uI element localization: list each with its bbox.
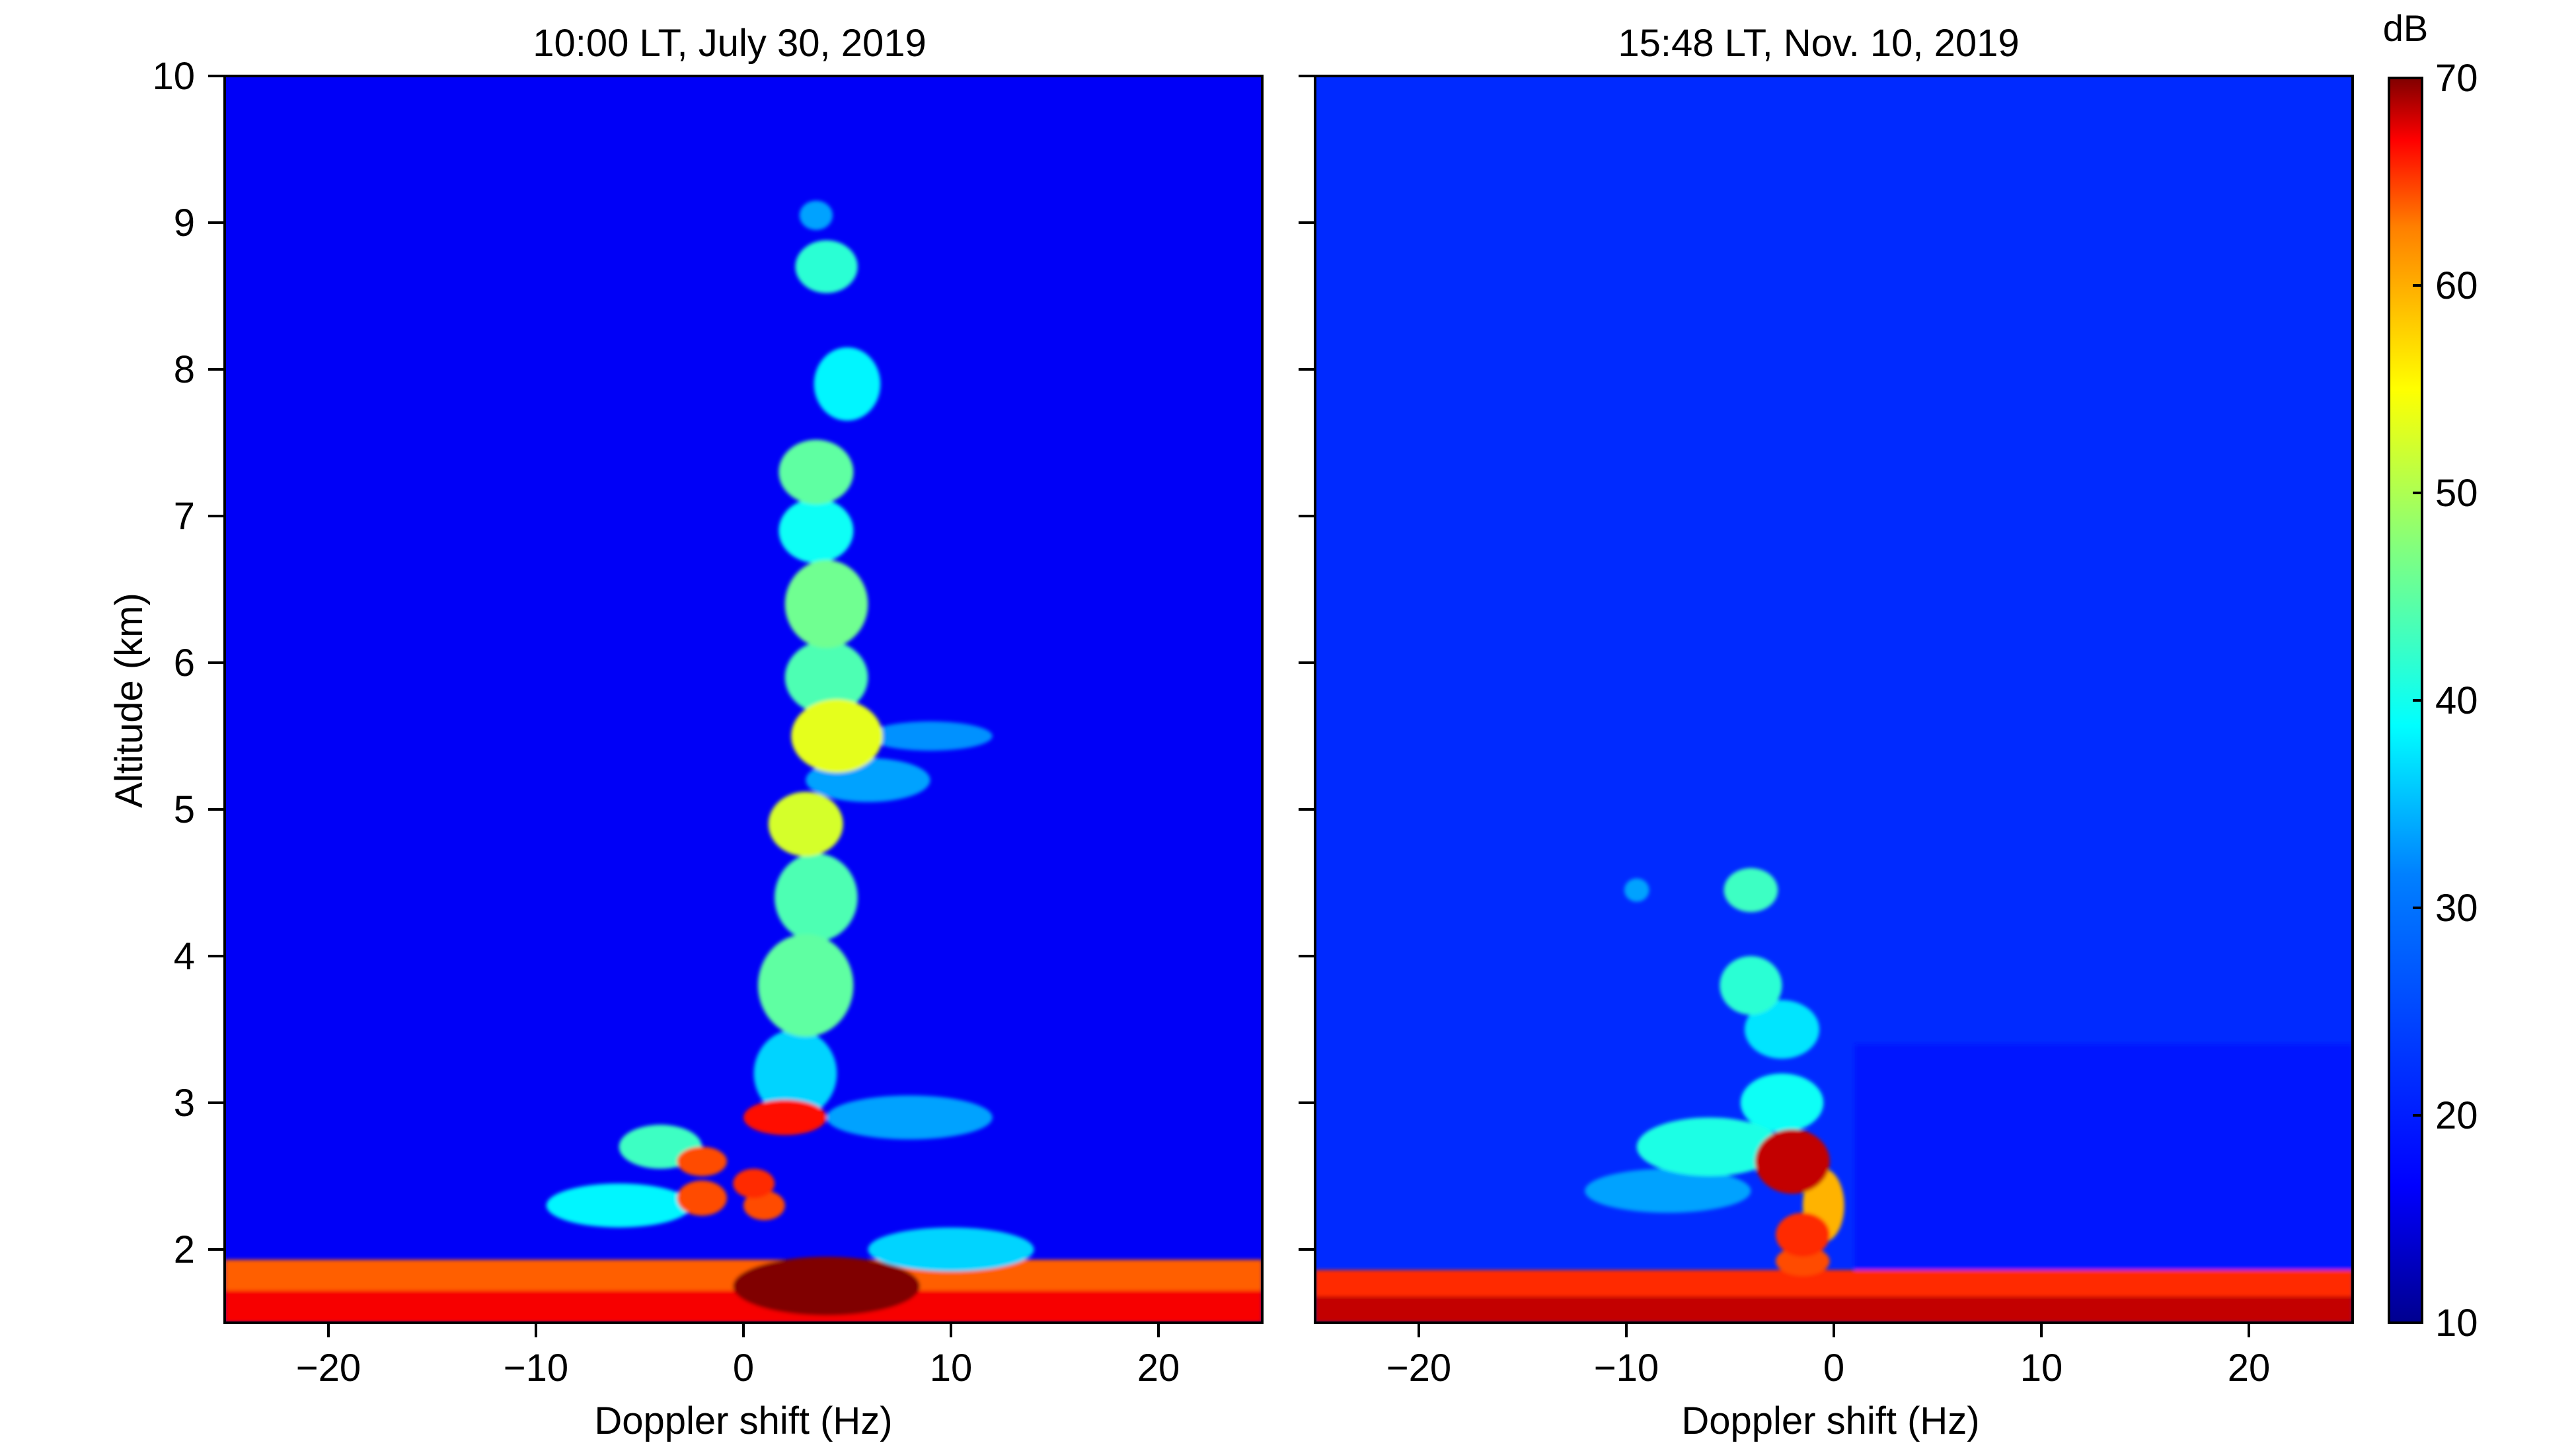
colorbar: dB 10 20 30 40 50 60 70	[2383, 7, 2478, 1345]
colorbar-tick-label: 60	[2435, 264, 2478, 307]
y-tick-label: 7	[174, 495, 195, 538]
heatmap-left-feature-10	[743, 1099, 827, 1135]
heatmap-left-feature-24	[795, 240, 858, 293]
colorbar-ticks: 10 20 30 40 50 60 70	[2413, 57, 2478, 1345]
heatmap-right-feature-7	[1636, 1117, 1782, 1176]
x-tick-label-right: 0	[1823, 1347, 1844, 1390]
axes-left: −20 −10 0 10 20 2 3 4 5 6 7 8 9 10	[152, 55, 1180, 1390]
heatmap-left-feature-23	[814, 347, 881, 421]
heatmap-right-feature-3	[1755, 1129, 1830, 1194]
y-tick-label: 2	[174, 1228, 195, 1271]
x-tick-label-left: 20	[1137, 1347, 1180, 1390]
y-tick-label: 3	[174, 1082, 195, 1125]
panel-left-title: 10:00 LT, July 30, 2019	[533, 22, 926, 65]
heatmap-left	[225, 76, 1262, 1323]
heatmap-right-feature-13	[1624, 878, 1649, 902]
x-tick-label-left: −20	[296, 1347, 361, 1390]
heatmap-left-feature-2	[733, 1257, 920, 1316]
panel-right-title: 15:48 LT, Nov. 10, 2019	[1618, 22, 2019, 65]
heatmap-right-feature-11	[1720, 956, 1782, 1015]
heatmap-right-feature-12	[1724, 868, 1778, 912]
heatmap-left-feature-22	[778, 439, 854, 505]
heatmap-left-feature-13	[757, 934, 854, 1037]
axes-right: −20 −10 0 10 20	[1299, 75, 2271, 1390]
heatmap-left-feature-21	[778, 498, 854, 564]
heatmap-right-feature-8	[1585, 1168, 1751, 1213]
heatmap-left-feature-6	[677, 1180, 727, 1216]
heatmap-left-feature-8	[546, 1183, 692, 1228]
x-tick-label-right: −10	[1594, 1347, 1659, 1390]
panel-right: 15:48 LT, Nov. 10, 2019 −20 −10 0 10 20 Dopp…	[1299, 22, 2354, 1442]
colorbar-tick-label: 40	[2435, 679, 2478, 722]
heatmap-right-feature-4	[1776, 1212, 1830, 1257]
heatmap-right-feature-9	[1740, 1073, 1824, 1133]
heatmap-left-background	[225, 76, 1262, 1323]
heatmap-left-feature-18	[868, 721, 993, 751]
heatmap-left-feature-15	[768, 792, 843, 857]
colorbar-tick-label: 20	[2435, 1094, 2478, 1137]
y-tick-label: 8	[174, 348, 195, 391]
x-axis-label-left: Doppler shift (Hz)	[594, 1399, 892, 1442]
colorbar-tick-label: 10	[2435, 1302, 2478, 1345]
colorbar-tick-label: 70	[2435, 57, 2478, 100]
heatmap-left-feature-19	[784, 640, 868, 714]
heatmap-left-feature-5	[733, 1168, 775, 1199]
colorbar-tick-label: 30	[2435, 887, 2478, 930]
x-axis-label-right: Doppler shift (Hz)	[1681, 1399, 1979, 1442]
x-tick-label-right: 20	[2228, 1347, 2271, 1390]
heatmap-left-feature-14	[775, 853, 858, 942]
y-tick-label: 10	[152, 55, 195, 98]
colorbar-unit-label: dB	[2383, 7, 2429, 49]
panel-left: 10:00 LT, July 30, 2019 −20 −10 0 10 20 2 3 4 5 6…	[108, 22, 1264, 1442]
heatmap-left-feature-4	[743, 1191, 785, 1220]
heatmap-left-feature-25	[799, 200, 833, 231]
x-tick-label-left: −10	[504, 1347, 568, 1390]
heatmap-left-feature-20	[784, 560, 868, 648]
heatmap-left-feature-11	[826, 1095, 993, 1140]
heatmap-left-feature-7	[677, 1146, 727, 1177]
heatmap-right	[1315, 76, 2353, 1323]
heatmap-right-band-1	[1315, 1296, 2353, 1323]
y-tick-label: 6	[174, 642, 195, 685]
heatmap-right-feature-5	[1776, 1246, 1830, 1276]
heatmap-right-band-2	[1854, 1044, 2353, 1271]
y-axis-label: Altitude (km)	[108, 593, 151, 808]
x-tick-label-right: 10	[2020, 1347, 2063, 1390]
heatmap-left-feature-17	[791, 699, 883, 773]
y-tick-label: 5	[174, 788, 195, 831]
y-tick-label: 4	[174, 935, 195, 978]
heatmap-left-feature-12	[753, 1029, 837, 1118]
x-tick-label-left: 10	[930, 1347, 973, 1390]
heatmap-right-feature-10	[1744, 1000, 1820, 1059]
y-tick-label: 9	[174, 202, 195, 244]
heatmap-left-feature-3	[868, 1227, 1034, 1272]
colorbar-tick-label: 50	[2435, 472, 2478, 515]
x-tick-label-right: −20	[1386, 1347, 1451, 1390]
x-tick-label-left: 0	[733, 1347, 754, 1390]
